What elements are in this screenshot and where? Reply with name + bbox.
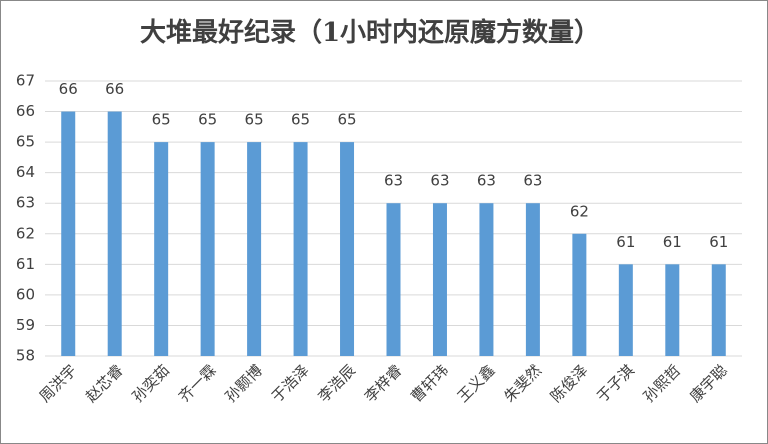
data-label: 61 xyxy=(663,233,682,251)
bar xyxy=(386,203,401,356)
data-label: 66 xyxy=(59,80,78,98)
data-label: 61 xyxy=(616,233,635,251)
data-label: 65 xyxy=(291,111,310,129)
bar xyxy=(340,142,355,356)
data-label: 62 xyxy=(570,202,589,220)
bar xyxy=(665,264,680,356)
data-label: 65 xyxy=(152,111,171,129)
y-tick-label: 63 xyxy=(16,194,35,212)
y-tick-label: 61 xyxy=(16,255,35,273)
bar xyxy=(432,203,447,356)
bar xyxy=(572,233,587,356)
bar xyxy=(293,142,308,356)
bar xyxy=(200,142,215,356)
y-tick-label: 64 xyxy=(16,163,35,181)
y-tick-label: 58 xyxy=(16,347,35,365)
data-label: 61 xyxy=(709,233,728,251)
y-tick-label: 60 xyxy=(16,285,35,303)
y-tick-label: 67 xyxy=(16,72,35,90)
bar xyxy=(61,111,76,356)
y-tick-label: 62 xyxy=(16,224,35,242)
y-tick-label: 59 xyxy=(16,316,35,334)
data-label: 65 xyxy=(198,111,217,129)
y-tick-label: 66 xyxy=(16,102,35,120)
data-label: 63 xyxy=(477,172,496,190)
data-label: 65 xyxy=(245,111,264,129)
bar xyxy=(618,264,633,356)
bar xyxy=(525,203,540,356)
data-label: 65 xyxy=(337,111,356,129)
data-label: 63 xyxy=(523,172,542,190)
bar xyxy=(479,203,494,356)
chart-title: 大堆最好纪录（1小时内还原魔方数量） xyxy=(140,17,600,48)
bar xyxy=(711,264,726,356)
data-label: 63 xyxy=(430,172,449,190)
y-tick-label: 65 xyxy=(16,133,35,151)
data-label: 66 xyxy=(105,80,124,98)
data-label: 63 xyxy=(384,172,403,190)
bar xyxy=(154,142,169,356)
bar xyxy=(247,142,262,356)
bar xyxy=(107,111,122,356)
